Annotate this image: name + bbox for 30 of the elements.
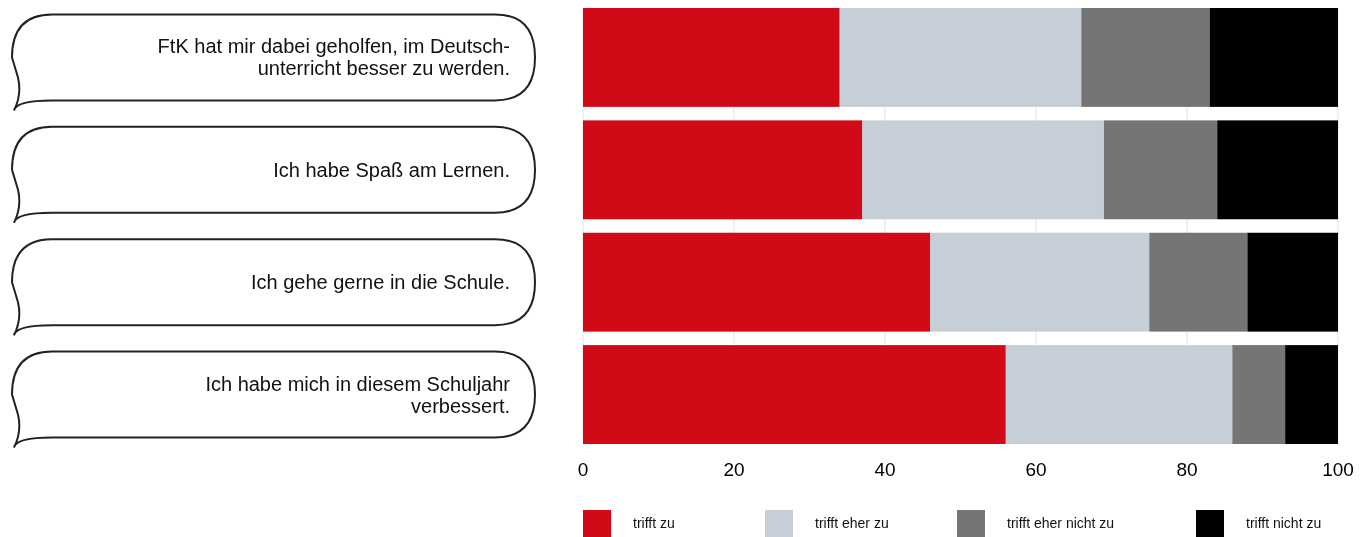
bar	[1209, 8, 1338, 107]
bar	[583, 232, 931, 332]
legend-label: trifft zu	[633, 515, 675, 531]
legend-label: trifft nicht zu	[1246, 515, 1322, 531]
bar	[1103, 120, 1218, 220]
x-tick-label: 100	[1322, 459, 1354, 480]
bar	[1232, 345, 1286, 444]
bar	[1247, 232, 1338, 332]
bar	[583, 8, 840, 107]
x-tick-label: 60	[1025, 459, 1047, 480]
y-tick-label: Ich gehe gerne in die Schule.	[250, 271, 510, 294]
bar	[1217, 120, 1338, 220]
x-tick-label: 0	[577, 459, 589, 480]
y-tick-label: FtK hat mir dabei geholfen, im Deutsch- unterricht besser zu werden.	[157, 35, 510, 80]
y-tick-label: Ich habe Spaß am Lernen.	[273, 158, 510, 181]
bar	[930, 232, 1150, 332]
bar	[1285, 345, 1338, 444]
y-tick-label: Ich habe mich in diesem Schuljahr verbessert.	[205, 372, 511, 417]
bar	[862, 120, 1104, 220]
bar	[1081, 8, 1210, 107]
x-tick-label: 80	[1176, 459, 1198, 480]
x-tick-label: 40	[874, 459, 896, 480]
legend-label: trifft eher zu	[815, 515, 889, 531]
legend-label: trifft eher nicht zu	[1007, 515, 1115, 531]
bar	[583, 120, 863, 220]
bar	[1149, 232, 1248, 332]
bar	[1005, 345, 1233, 444]
bar	[583, 345, 1006, 444]
x-tick-label: 20	[723, 459, 745, 480]
bar	[839, 8, 1082, 107]
